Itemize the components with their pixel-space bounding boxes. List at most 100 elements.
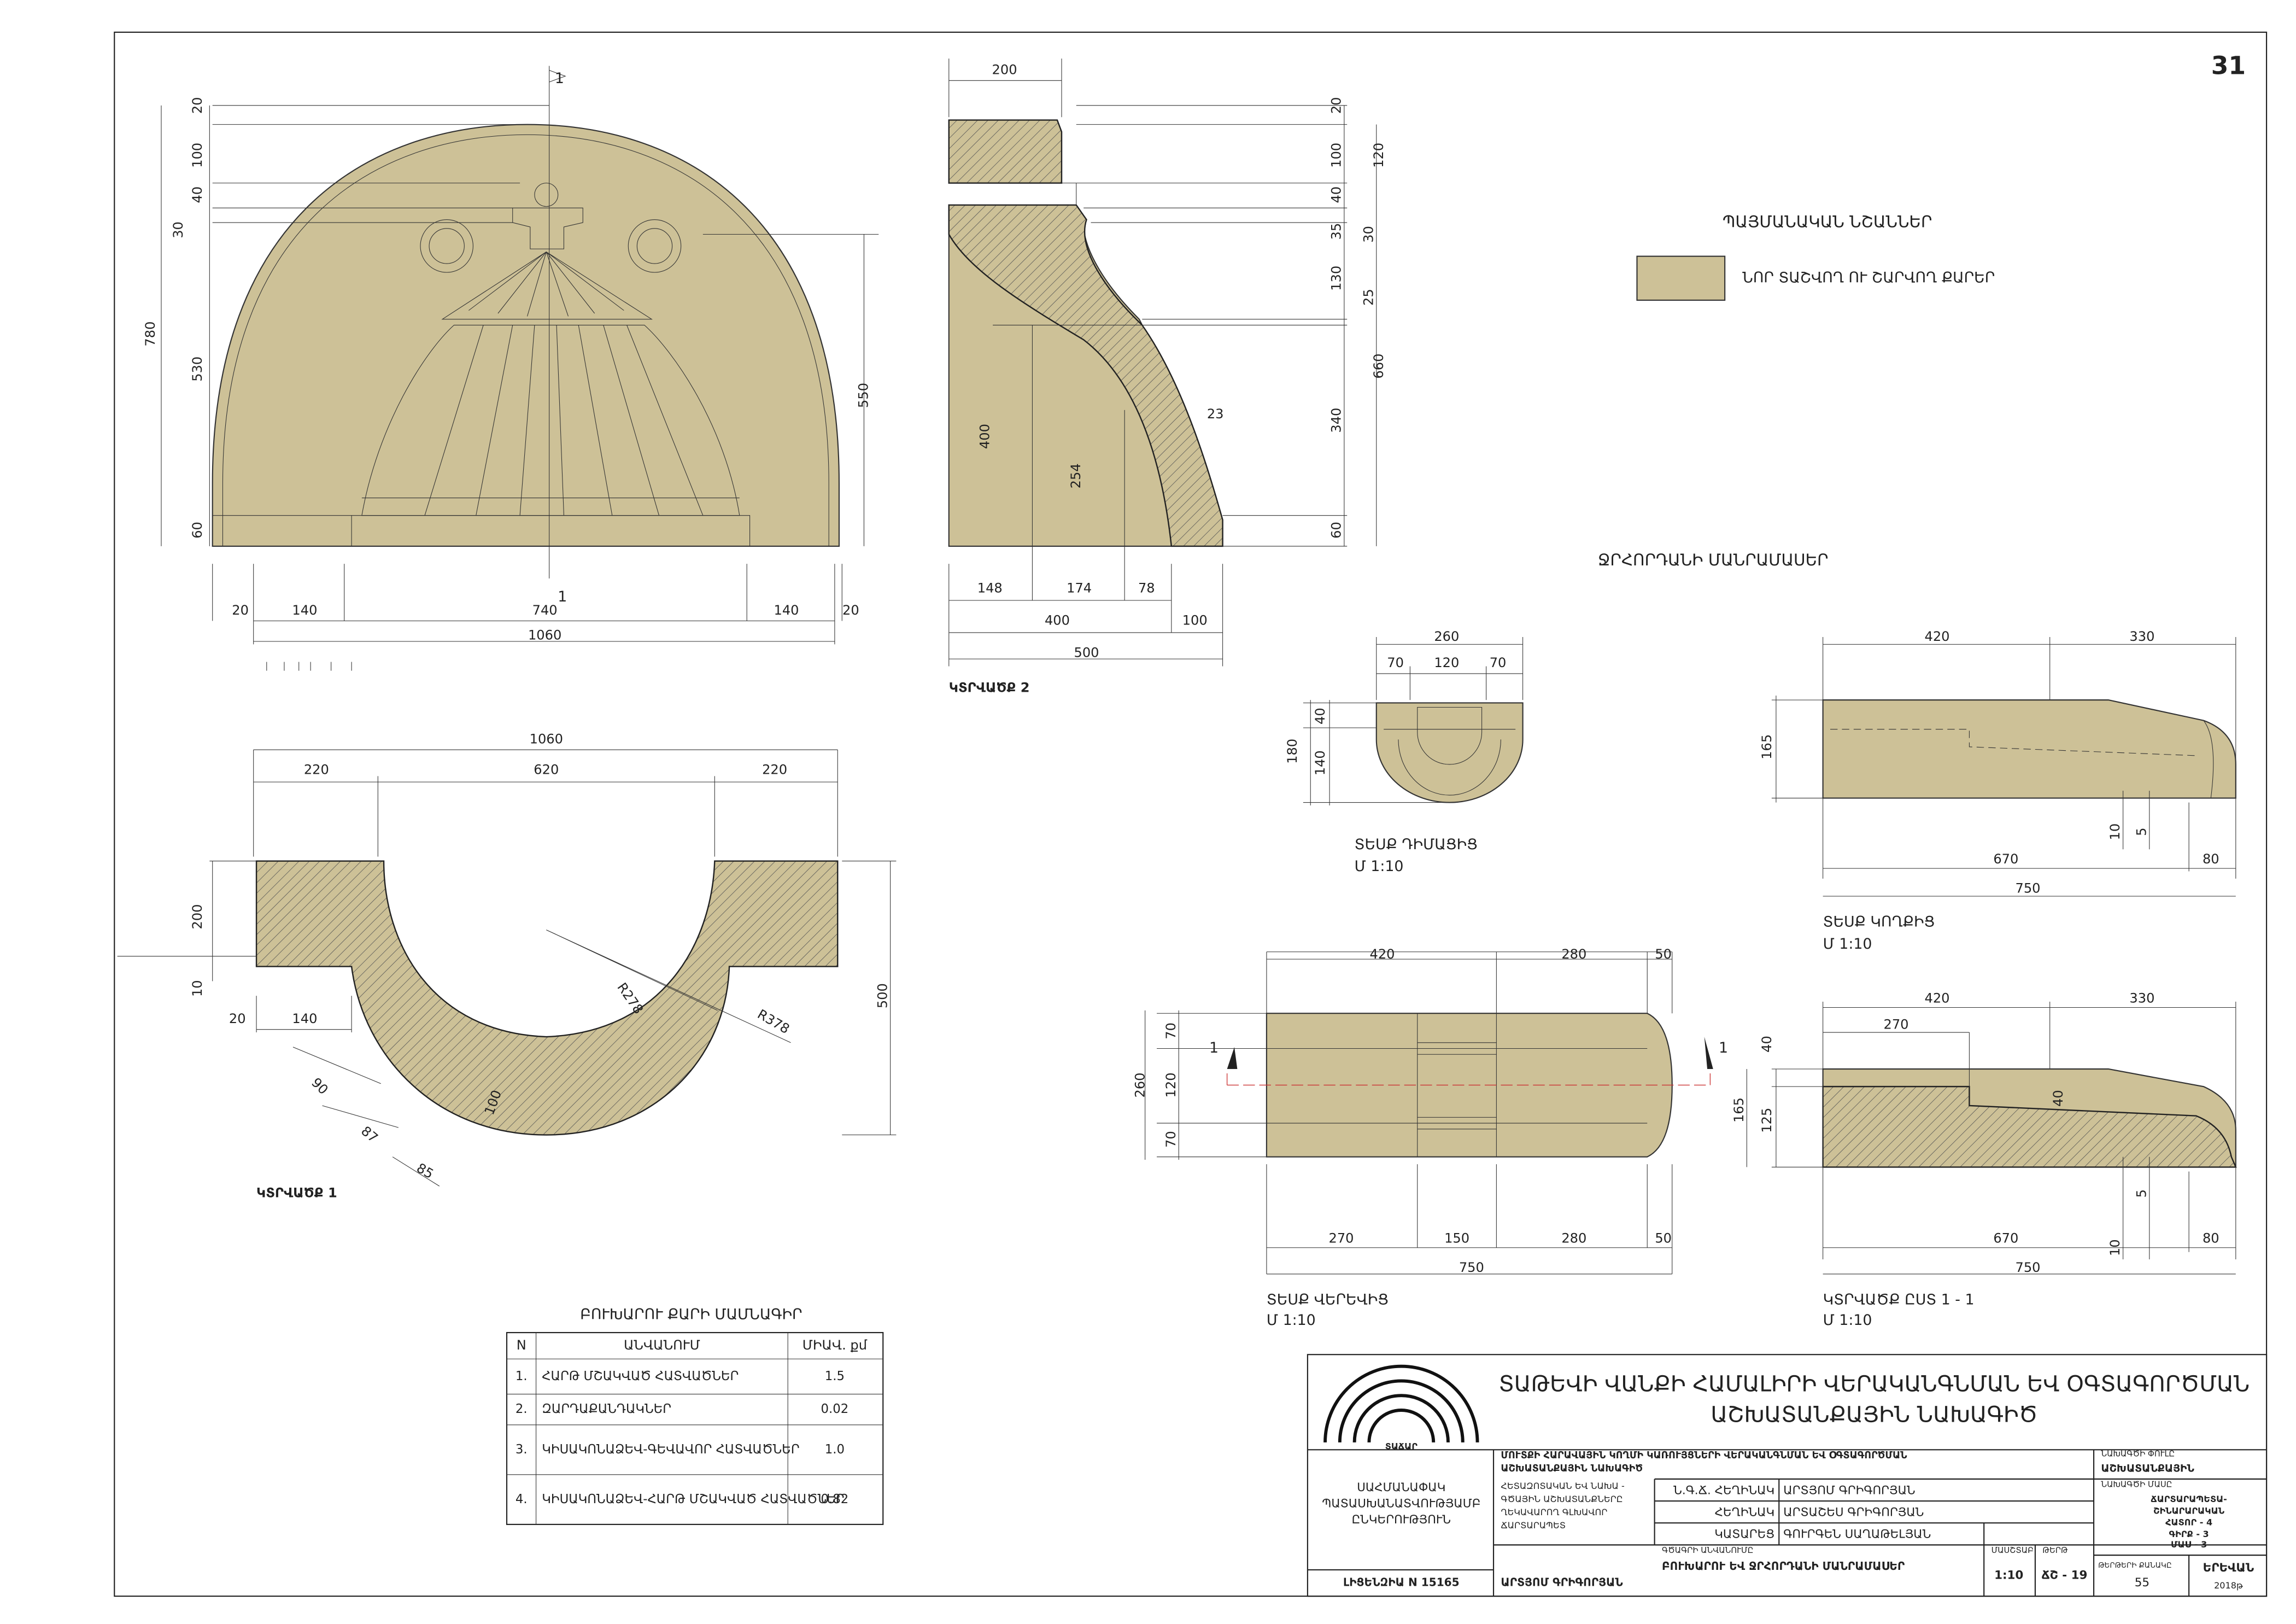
elevation-drawing-part: [628, 219, 682, 273]
dimension-label: 750: [2016, 881, 2041, 896]
year: 2018թ: [2214, 1580, 2243, 1591]
dimension-label: 60: [190, 522, 205, 539]
view-label: ԿՏՐՎԱԾՔ 1: [256, 1185, 337, 1201]
dimension-label: 35: [1328, 223, 1344, 240]
view-scale: Մ 1:10: [1823, 1312, 1872, 1329]
dimension-label: 420: [1924, 629, 1949, 644]
dimension-label: 200: [992, 62, 1017, 78]
table-cell: 1.: [516, 1369, 528, 1383]
dimension-label: 60: [1328, 522, 1344, 539]
dimension-label: 1060: [528, 627, 561, 642]
dimension-label: 270: [1329, 1231, 1354, 1246]
dimension-label: 100: [190, 143, 205, 168]
dimension-label: 260: [1133, 1072, 1148, 1097]
title-block-part: [1307, 1449, 2267, 1597]
dimension-label: 70: [1163, 1023, 1179, 1039]
dimension-label: 20: [190, 97, 205, 114]
spout-front-drawing-part: [1384, 706, 1516, 796]
table-title: ԲՈՒԽԱՐՈՒ ՔԱՐԻ ՄԱՄՆԱԳԻՐ: [580, 1306, 802, 1323]
project-name: ԱՇԽԱՏԱՆՔԱՅԻՆ ՆԱԽԱԳԻԾ: [1501, 1463, 1643, 1474]
dimension-label: 620: [534, 762, 559, 778]
dimension-label: 10: [190, 980, 205, 997]
field-label: ԹԵՐԹԵՐԻ ՔԱՆԱԿԸ: [2098, 1562, 2172, 1570]
spout-front-drawing: [1303, 636, 1524, 805]
dimension-label: 40: [1313, 708, 1328, 725]
spout-top-drawing-part: [1226, 1069, 1711, 1086]
dimension-label: 25: [1361, 289, 1376, 306]
elevation-drawing-part: [636, 228, 673, 264]
project-name: ՄՈՒՏՔԻ ՀԱՐԱՎԱՅԻՆ ԿՈՂՄԻ ԿԱՌՈՒՅՑՆԵՐԻ ՎԵՐԱԿ…: [1501, 1450, 1907, 1461]
field-label: ՆԱԽԱԳԾԻ ՓՈՒԼԸ: [2101, 1449, 2175, 1458]
dimension-label: 280: [1561, 947, 1586, 962]
director: ԱՐՏՅՈՄ ԳՐԻԳՈՐՅԱՆ: [1501, 1576, 1623, 1589]
dimension-label: 30: [171, 221, 186, 238]
table-cell: ԿԻՍԱԿՈՆԱՁԵՎ-ՀԱՐԹ ՄՇԱԿՎԱԾ ՀԱՏՎԱԾՆԵՐ: [542, 1492, 844, 1506]
dimension-label: 40: [190, 186, 205, 203]
dimension-label: 165: [1759, 734, 1774, 760]
field-label: ՆԱԽԱԳԾԻ ՄԱՍԸ: [2101, 1480, 2172, 1489]
material-table-part: [506, 1331, 884, 1525]
view-label: ԿՏՐՎԱԾՔ 2: [949, 680, 1030, 696]
dimension-label: 20: [842, 603, 859, 618]
field-label: ՄԱՍՇՏԱԲ: [1992, 1546, 2034, 1555]
elevation-drawing-part: [212, 124, 840, 547]
title-block-part: [1307, 1354, 2268, 1597]
view-scale: Մ 1:10: [1823, 936, 1872, 953]
dimension-label: 20: [229, 1011, 246, 1026]
part: ՃԱՐՏԱՐԱՊԵՏԱ-: [2151, 1494, 2227, 1504]
view-label: ՏԵՍՔ ԴԻՄԱՑԻՑ: [1355, 836, 1478, 853]
dimension-label: 254: [1068, 463, 1083, 488]
dimension-label: 100: [1328, 143, 1344, 168]
elevation-drawing-part: [534, 183, 559, 207]
dimension-label: 40: [2051, 1090, 2066, 1107]
dimension-label: 220: [762, 762, 787, 778]
role: ՀԵՂԻՆԱԿ: [1715, 1505, 1775, 1519]
dimension-label: 50: [1655, 1231, 1672, 1246]
table-cell: ԿԻՍԱԿՈՆԱՁԵՎ-ԳԵՎԱՎՈՐ ՀԱՏՎԱԾՆԵՐ: [542, 1442, 799, 1457]
spout-front-drawing-part: [1375, 702, 1524, 803]
dimension-label: 23: [1207, 406, 1224, 422]
sheet: ՃՇ - 19: [2042, 1569, 2088, 1582]
dimension-label: 150: [1444, 1231, 1469, 1246]
spout-section-drawing-part: [1746, 1001, 2236, 1275]
section-mark: 1: [558, 588, 567, 605]
person: ԱՐՏԱՇԵՍ ԳՐԻԳՈՐՅԱՆ: [1783, 1505, 1924, 1519]
table-cell: 0.82: [821, 1492, 849, 1506]
legend-swatch: [1636, 255, 1726, 301]
note: ՀԵՏԱԶՈՏԱԿԱՆ ԵՎ ՆԱԽԱ -: [1501, 1481, 1624, 1491]
dimension-label: 140: [1313, 750, 1328, 775]
dimension-label: 780: [143, 322, 158, 347]
company-name: ՊԱՏԱՍԽԱՆԱՏՎՈՒԹՅԱՄԲ: [1322, 1497, 1480, 1510]
elevation-drawing-part: [161, 105, 879, 645]
section-2-drawing-part: [948, 59, 1377, 667]
dimension-label: 400: [977, 424, 993, 449]
part: ՄԱՍ - 3: [2171, 1539, 2207, 1550]
title-block-part-part: [1352, 1394, 1450, 1442]
dimension-label: 670: [1993, 851, 2018, 867]
dimension-label: 70: [1163, 1131, 1179, 1148]
section-2-drawing-part: [948, 119, 1063, 184]
spout-section-drawing-part: [1822, 1085, 2237, 1168]
dimension-label: 670: [1993, 1231, 2018, 1246]
table-header: ՄԻԱՎ. քմ: [803, 1337, 868, 1353]
dimension-label: 220: [304, 762, 329, 778]
table-cell: 4.: [516, 1492, 528, 1506]
section-mark: 1: [1719, 1039, 1728, 1056]
dimension-label: 180: [1285, 739, 1300, 764]
spout-section-drawing: [1746, 1001, 2237, 1275]
title-block-part-part: [1367, 1409, 1436, 1442]
spout-front-drawing-part: [1303, 636, 1524, 805]
dimension-label: 660: [1371, 354, 1386, 379]
project-title: ՏԱԹԵՎԻ ՎԱՆՔԻ ՀԱՄԱԼԻՐԻ ՎԵՐԱԿԱՆԳՆՄԱՆ ԵՎ ՕԳ…: [1498, 1371, 2250, 1397]
section-1-drawing-part: [117, 749, 897, 1187]
dimension-label: 20: [1328, 97, 1344, 114]
dimension-label: 280: [1561, 1231, 1586, 1246]
dimension-label: 400: [1045, 613, 1070, 628]
dimension-label: 10: [2107, 823, 2123, 840]
dimension-label: 80: [2203, 851, 2219, 867]
dimension-label: 120: [1434, 655, 1459, 670]
legend-entry: ՆՈՐ ՏԱՇՎՈՂ ՈՒ ՇԱՐՎՈՂ ՔԱՐԵՐ: [1742, 269, 1995, 286]
dimension-label: 550: [856, 383, 871, 408]
elevation-drawing-part: [429, 228, 465, 264]
dimension-label: 500: [1074, 645, 1099, 660]
